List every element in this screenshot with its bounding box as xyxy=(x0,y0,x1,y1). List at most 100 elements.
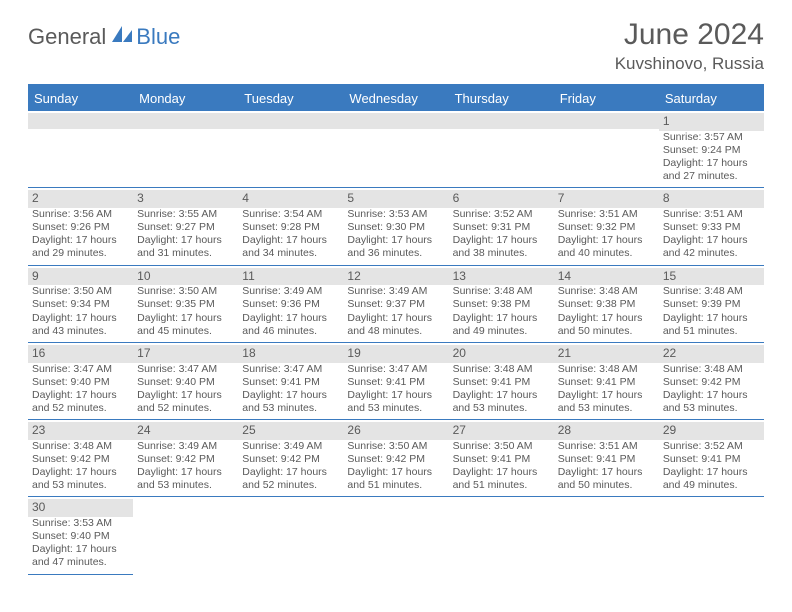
day-number-strip: 5 xyxy=(343,190,448,208)
calendar-cell: 7Sunrise: 3:51 AMSunset: 9:32 PMDaylight… xyxy=(554,188,659,265)
day-number: 3 xyxy=(137,191,144,205)
sunset-line: Sunset: 9:35 PM xyxy=(137,298,234,311)
daylight-line: Daylight: 17 hours and 51 minutes. xyxy=(453,466,550,492)
calendar-cell: 28 Sunrise: 3:51 AMSunset: 9:41 PMDayligh… xyxy=(554,420,659,497)
day-number: 22 xyxy=(663,346,676,360)
sunset-line: Sunset: 9:42 PM xyxy=(347,453,444,466)
sunset-line: Sunset: 9:39 PM xyxy=(663,298,760,311)
calendar-cell: 2Sunrise: 3:56 AMSunset: 9:26 PMDaylight… xyxy=(28,188,133,265)
sunset-line: Sunset: 9:24 PM xyxy=(663,144,760,157)
daylight-line: Daylight: 17 hours and 53 minutes. xyxy=(663,389,760,415)
daylight-line: Daylight: 17 hours and 34 minutes. xyxy=(242,234,339,260)
sunrise-line: Sunrise: 3:48 AM xyxy=(453,285,550,298)
day-number-strip: 23 xyxy=(28,422,133,440)
day-number-strip: 22 xyxy=(659,345,764,363)
day-number: 5 xyxy=(347,191,354,205)
calendar-cell-empty xyxy=(343,111,448,188)
calendar-cell: 13Sunrise: 3:48 AMSunset: 9:38 PMDayligh… xyxy=(449,266,554,343)
calendar-cell: 22Sunrise: 3:48 AMSunset: 9:42 PMDayligh… xyxy=(659,343,764,420)
sunset-line: Sunset: 9:40 PM xyxy=(32,376,129,389)
sunrise-line: Sunrise: 3:50 AM xyxy=(347,440,444,453)
day-number-strip: 12 xyxy=(343,268,448,286)
header: General Blue June 2024 Kuvshinovo, Russi… xyxy=(0,0,792,78)
sunset-line: Sunset: 9:41 PM xyxy=(242,376,339,389)
sunset-line: Sunset: 9:42 PM xyxy=(242,453,339,466)
day-number-strip: 25 xyxy=(238,422,343,440)
sunset-line: Sunset: 9:41 PM xyxy=(558,453,655,466)
daylight-line: Daylight: 17 hours and 52 minutes. xyxy=(32,389,129,415)
daylight-line: Daylight: 17 hours and 50 minutes. xyxy=(558,466,655,492)
day-number-strip: 30 xyxy=(28,499,133,517)
calendar-cell-empty xyxy=(554,111,659,188)
weekday-header: Wednesday xyxy=(343,86,448,111)
sunrise-line: Sunrise: 3:49 AM xyxy=(242,440,339,453)
daylight-line: Daylight: 17 hours and 53 minutes. xyxy=(347,389,444,415)
day-number-strip: 4 xyxy=(238,190,343,208)
day-number: 17 xyxy=(137,346,150,360)
sunset-line: Sunset: 9:41 PM xyxy=(453,453,550,466)
weekday-header-row: SundayMondayTuesdayWednesdayThursdayFrid… xyxy=(28,86,764,111)
day-number: 20 xyxy=(453,346,466,360)
day-number: 13 xyxy=(453,269,466,283)
day-number: 28 xyxy=(558,423,571,437)
day-number: 1 xyxy=(663,114,670,128)
daylight-line: Daylight: 17 hours and 46 minutes. xyxy=(242,312,339,338)
calendar-cell: 27Sunrise: 3:50 AMSunset: 9:41 PMDayligh… xyxy=(449,420,554,497)
daylight-line: Daylight: 17 hours and 29 minutes. xyxy=(32,234,129,260)
sunset-line: Sunset: 9:27 PM xyxy=(137,221,234,234)
daylight-line: Daylight: 17 hours and 53 minutes. xyxy=(137,466,234,492)
day-number: 27 xyxy=(453,423,466,437)
daylight-line: Daylight: 17 hours and 45 minutes. xyxy=(137,312,234,338)
daylight-line: Daylight: 17 hours and 38 minutes. xyxy=(453,234,550,260)
day-number-strip: 13 xyxy=(449,268,554,286)
calendar-cell: 20Sunrise: 3:48 AMSunset: 9:41 PMDayligh… xyxy=(449,343,554,420)
calendar-cell-empty xyxy=(659,497,764,574)
day-number-strip: 8 xyxy=(659,190,764,208)
calendar-cell: 5Sunrise: 3:53 AMSunset: 9:30 PMDaylight… xyxy=(343,188,448,265)
daylight-line: Daylight: 17 hours and 51 minutes. xyxy=(663,312,760,338)
day-number: 30 xyxy=(32,500,45,514)
day-number: 26 xyxy=(347,423,360,437)
day-number-strip: 27 xyxy=(449,422,554,440)
day-number-strip: 24 xyxy=(133,422,238,440)
calendar-cell-empty xyxy=(238,497,343,574)
day-number: 18 xyxy=(242,346,255,360)
sunset-line: Sunset: 9:37 PM xyxy=(347,298,444,311)
daylight-line: Daylight: 17 hours and 36 minutes. xyxy=(347,234,444,260)
sunset-line: Sunset: 9:30 PM xyxy=(347,221,444,234)
day-number-strip: 21 xyxy=(554,345,659,363)
sunrise-line: Sunrise: 3:49 AM xyxy=(137,440,234,453)
daylight-line: Daylight: 17 hours and 27 minutes. xyxy=(663,157,760,183)
sunset-line: Sunset: 9:26 PM xyxy=(32,221,129,234)
sunrise-line: Sunrise: 3:48 AM xyxy=(558,363,655,376)
day-number-strip: 28 xyxy=(554,422,659,440)
daylight-line: Daylight: 17 hours and 31 minutes. xyxy=(137,234,234,260)
sunset-line: Sunset: 9:41 PM xyxy=(453,376,550,389)
day-number-strip: 1 xyxy=(659,113,764,131)
day-number: 19 xyxy=(347,346,360,360)
sunrise-line: Sunrise: 3:55 AM xyxy=(137,208,234,221)
sunset-line: Sunset: 9:33 PM xyxy=(663,221,760,234)
weekday-header: Friday xyxy=(554,86,659,111)
day-number-strip: 20 xyxy=(449,345,554,363)
sunrise-line: Sunrise: 3:52 AM xyxy=(663,440,760,453)
sunrise-line: Sunrise: 3:51 AM xyxy=(558,440,655,453)
calendar-cell: 6Sunrise: 3:52 AMSunset: 9:31 PMDaylight… xyxy=(449,188,554,265)
sunset-line: Sunset: 9:40 PM xyxy=(32,530,129,543)
calendar-cell: 16Sunrise: 3:47 AMSunset: 9:40 PMDayligh… xyxy=(28,343,133,420)
calendar-cell: 21Sunrise: 3:48 AMSunset: 9:41 PMDayligh… xyxy=(554,343,659,420)
calendar-cell: 12Sunrise: 3:49 AMSunset: 9:37 PMDayligh… xyxy=(343,266,448,343)
calendar-cell: 26Sunrise: 3:50 AMSunset: 9:42 PMDayligh… xyxy=(343,420,448,497)
day-number: 7 xyxy=(558,191,565,205)
calendar-cell-empty xyxy=(449,111,554,188)
sunset-line: Sunset: 9:28 PM xyxy=(242,221,339,234)
daylight-line: Daylight: 17 hours and 49 minutes. xyxy=(663,466,760,492)
weekday-header: Saturday xyxy=(659,86,764,111)
calendar-cell: 19Sunrise: 3:47 AMSunset: 9:41 PMDayligh… xyxy=(343,343,448,420)
calendar-cell: 14Sunrise: 3:48 AMSunset: 9:38 PMDayligh… xyxy=(554,266,659,343)
day-number: 14 xyxy=(558,269,571,283)
sunrise-line: Sunrise: 3:51 AM xyxy=(663,208,760,221)
weekday-header: Sunday xyxy=(28,86,133,111)
daylight-line: Daylight: 17 hours and 47 minutes. xyxy=(32,543,129,569)
sunrise-line: Sunrise: 3:50 AM xyxy=(137,285,234,298)
